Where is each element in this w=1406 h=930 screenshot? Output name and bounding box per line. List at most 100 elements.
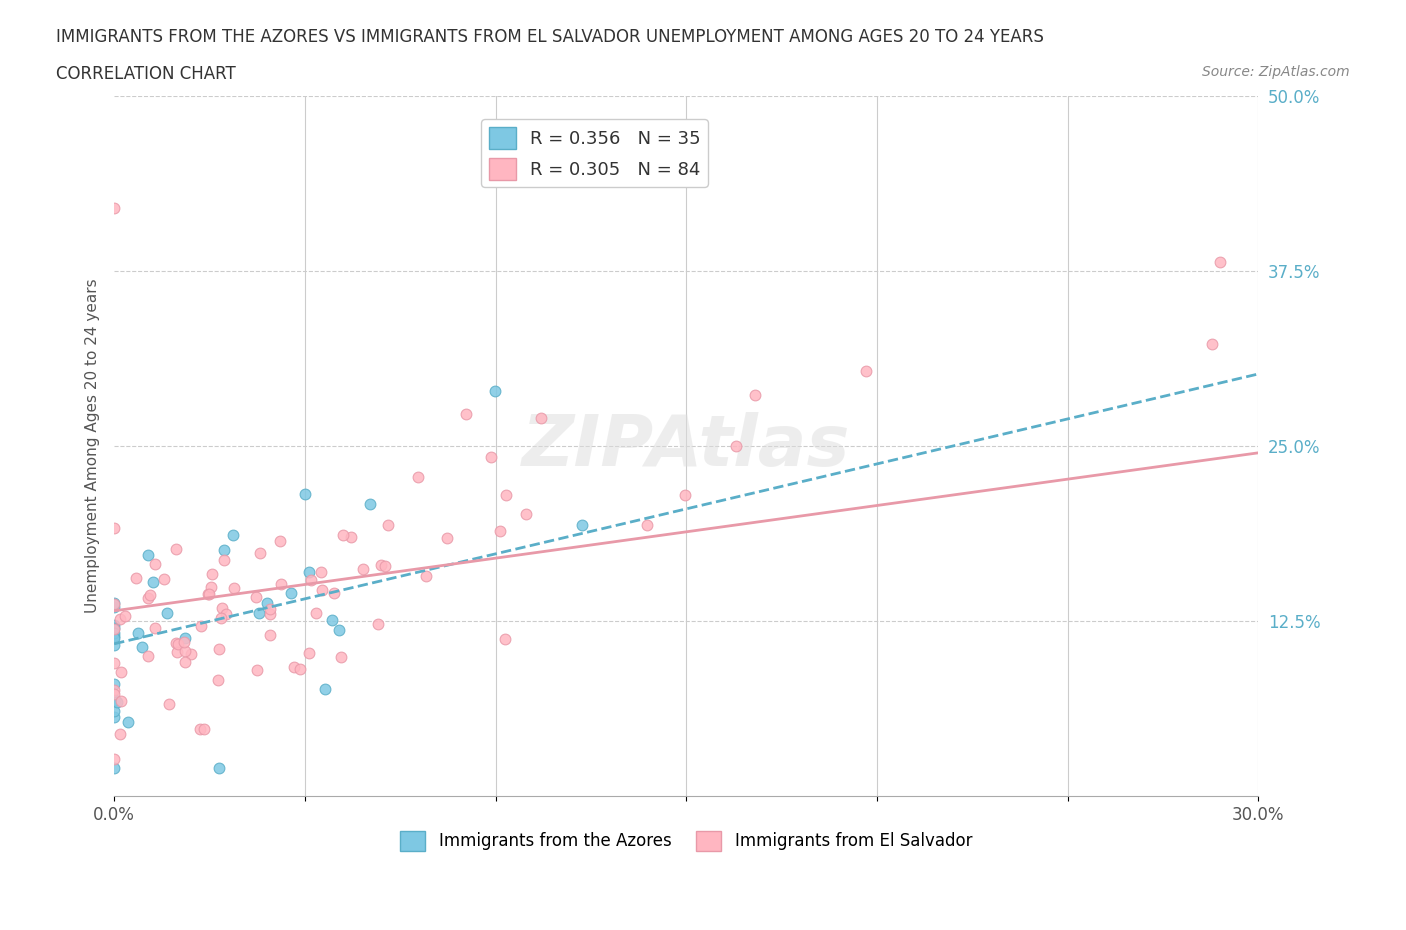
- Point: [174, 644, 197, 658]
- Point: [103, 520, 125, 535]
- Point: [339, 529, 361, 544]
- Text: IMMIGRANTS FROM THE AZORES VS IMMIGRANTS FROM EL SALVADOR UNEMPLOYMENT AMONG AGE: IMMIGRANTS FROM THE AZORES VS IMMIGRANTS…: [56, 28, 1045, 46]
- Point: [114, 609, 136, 624]
- Point: [488, 524, 510, 538]
- Point: [193, 722, 215, 737]
- Point: [103, 710, 125, 724]
- Point: [359, 497, 381, 512]
- Point: [200, 580, 222, 595]
- Point: [108, 611, 131, 626]
- Point: [180, 647, 202, 662]
- Point: [174, 631, 197, 645]
- Point: [311, 565, 333, 579]
- Point: [744, 388, 766, 403]
- Point: [103, 621, 125, 636]
- Point: [259, 627, 281, 642]
- Point: [173, 634, 195, 649]
- Text: CORRELATION CHART: CORRELATION CHART: [56, 65, 236, 83]
- Point: [436, 531, 458, 546]
- Point: [110, 664, 132, 679]
- Point: [103, 599, 125, 614]
- Point: [212, 552, 235, 567]
- Point: [138, 588, 160, 603]
- Point: [105, 695, 128, 710]
- Point: [311, 583, 333, 598]
- Point: [104, 693, 127, 708]
- Point: [280, 586, 302, 601]
- Point: [167, 637, 190, 652]
- Point: [165, 635, 187, 650]
- Point: [103, 596, 125, 611]
- Text: ZIPAtlas: ZIPAtlas: [522, 412, 851, 481]
- Point: [673, 488, 696, 503]
- Point: [294, 486, 316, 501]
- Point: [143, 556, 166, 571]
- Point: [495, 487, 517, 502]
- Point: [299, 573, 322, 588]
- Point: [142, 575, 165, 590]
- Point: [215, 606, 238, 621]
- Point: [479, 450, 502, 465]
- Point: [197, 586, 219, 601]
- Point: [136, 548, 159, 563]
- Point: [321, 613, 343, 628]
- Point: [328, 622, 350, 637]
- Point: [454, 406, 477, 421]
- Text: Source: ZipAtlas.com: Source: ZipAtlas.com: [1202, 65, 1350, 79]
- Point: [212, 543, 235, 558]
- Point: [208, 761, 231, 776]
- Point: [211, 601, 233, 616]
- Point: [377, 518, 399, 533]
- Point: [103, 703, 125, 718]
- Point: [636, 517, 658, 532]
- Point: [1201, 337, 1223, 352]
- Point: [153, 572, 176, 587]
- Point: [103, 656, 125, 671]
- Point: [283, 659, 305, 674]
- Point: [103, 201, 125, 216]
- Point: [166, 645, 188, 660]
- Point: [367, 617, 389, 631]
- Point: [110, 726, 132, 741]
- Point: [222, 527, 245, 542]
- Point: [249, 545, 271, 560]
- Point: [269, 534, 291, 549]
- Point: [494, 631, 516, 646]
- Point: [207, 672, 229, 687]
- Point: [103, 631, 125, 645]
- Point: [323, 586, 346, 601]
- Point: [173, 655, 195, 670]
- Point: [103, 751, 125, 766]
- Point: [374, 559, 396, 574]
- Point: [314, 682, 336, 697]
- Point: [270, 576, 292, 591]
- Point: [724, 438, 747, 453]
- Point: [406, 470, 429, 485]
- Point: [127, 626, 149, 641]
- Point: [190, 618, 212, 633]
- Point: [298, 645, 321, 660]
- Point: [208, 642, 231, 657]
- Point: [103, 761, 125, 776]
- Point: [259, 602, 281, 617]
- Y-axis label: Unemployment Among Ages 20 to 24 years: Unemployment Among Ages 20 to 24 years: [86, 279, 100, 614]
- Point: [259, 606, 281, 621]
- Point: [156, 605, 179, 620]
- Point: [103, 638, 125, 653]
- Point: [288, 661, 311, 676]
- Point: [515, 506, 537, 521]
- Point: [571, 518, 593, 533]
- Point: [103, 676, 125, 691]
- Point: [330, 649, 353, 664]
- Point: [136, 648, 159, 663]
- Point: [370, 557, 392, 572]
- Point: [131, 640, 153, 655]
- Legend: Immigrants from the Azores, Immigrants from El Salvador: Immigrants from the Azores, Immigrants f…: [394, 824, 979, 857]
- Point: [855, 364, 877, 379]
- Point: [256, 596, 278, 611]
- Point: [103, 683, 125, 698]
- Point: [125, 570, 148, 585]
- Point: [103, 620, 125, 635]
- Point: [1209, 254, 1232, 269]
- Point: [136, 591, 159, 605]
